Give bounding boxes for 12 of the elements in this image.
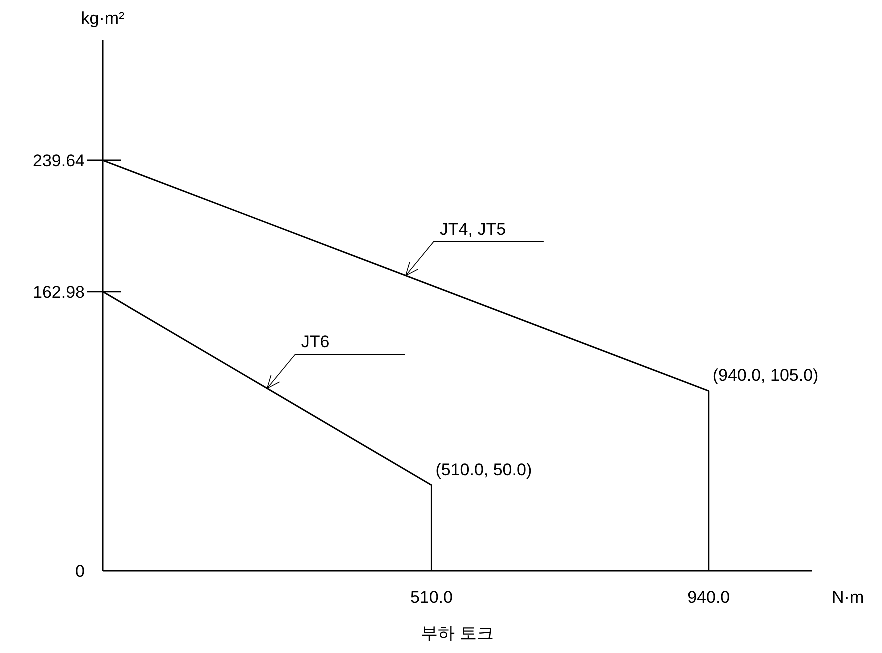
x-tick-label: 940.0	[688, 588, 730, 607]
annotation: (510.0, 50.0)	[436, 460, 532, 480]
x-tick-label: 510.0	[410, 588, 453, 607]
y-tick-label: 162.98	[33, 282, 85, 302]
x-axis-title: N·m	[832, 588, 864, 607]
y-tick-label: 0	[76, 562, 85, 581]
y-tick-label: 239.64	[33, 151, 85, 170]
annotation: (940.0, 105.0)	[712, 366, 819, 386]
text: 부하 토크	[421, 624, 494, 643]
text: JT6	[301, 332, 330, 352]
y-axis-title: kg·m²	[81, 9, 126, 28]
text: JT4, JT5	[440, 220, 506, 239]
